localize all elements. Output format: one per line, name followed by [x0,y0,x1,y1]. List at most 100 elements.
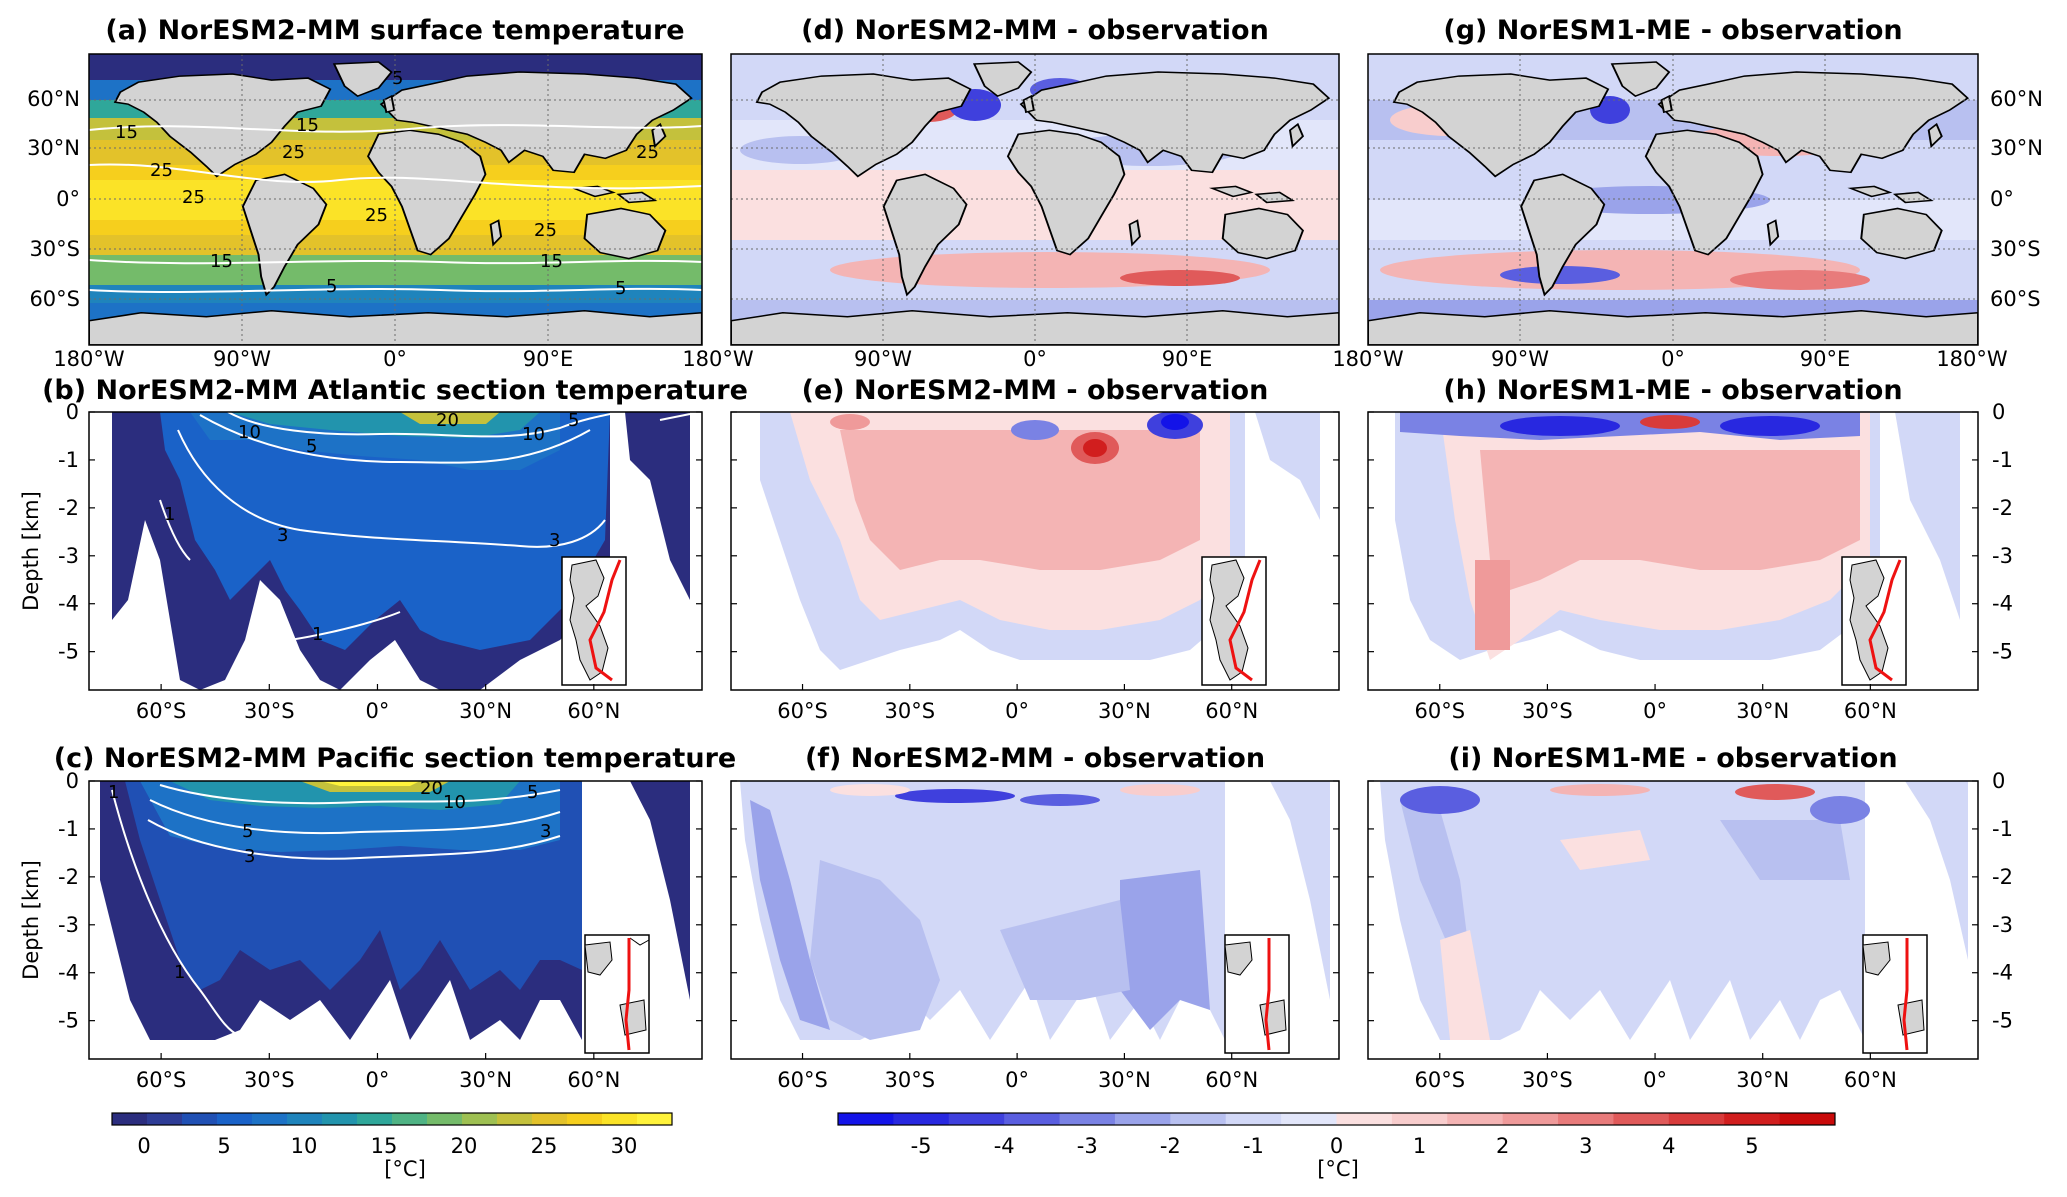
x-tick-label: 60°S [136,1068,187,1092]
contour-label: 10 [238,422,261,443]
x-tick-label: 60°N [1844,1068,1897,1092]
colorbar-swatch [838,1113,894,1125]
colorbar-swatch [1225,1113,1282,1125]
colorbar-tick-label: 4 [1662,1134,1675,1158]
map-x-tick: 180°W [1936,347,2008,371]
contour-label: 15 [115,122,138,143]
y-tick-label: -1 [1992,448,2013,472]
x-tick-label: 30°S [244,699,295,723]
colorbar-swatch [1447,1113,1504,1125]
contour-label: 5 [326,276,337,297]
colorbar-tick-label: 25 [531,1134,558,1158]
y-tick-label: -5 [1992,1009,2013,1033]
colorbar-tick-label: -3 [1077,1134,1098,1158]
x-tick-label: 30°N [1098,699,1151,723]
colorbar-frame [111,1112,673,1126]
pacific-inset-f [1224,934,1290,1054]
colorbar-swatch [1779,1113,1836,1125]
panel-b-title: (b) NorESM2-MM Atlantic section temperat… [42,375,748,406]
colorbar-tick-label: 30 [611,1134,638,1158]
atlantic-inset-e [1201,556,1267,686]
panel-h-section [1395,412,1960,660]
colorbar-swatch [392,1113,428,1125]
contour-label: 3 [277,525,288,546]
colorbar-swatch [1668,1113,1725,1125]
colorbar-abs-unit: [°C] [384,1157,426,1181]
contour-label: 25 [534,220,557,241]
contour-label: 25 [365,205,388,226]
colorbar-swatch [112,1113,148,1125]
colorbar-swatch [1059,1113,1116,1125]
colorbar-swatch [1170,1113,1227,1125]
contour-label: 25 [150,160,173,181]
colorbar-swatch [1558,1113,1614,1125]
colorbar-swatch [287,1113,323,1125]
y-tick-label: -4 [58,592,79,616]
section-axes: 60°S 30°S 0° 30°N 60°N 0 -1 -2 -3 -4 -5 Depth [km] 6… [19,400,2013,1092]
panel-c-title: (c) NorESM2-MM Pacific section temperatu… [54,743,736,774]
colorbar-swatch [1004,1113,1061,1125]
contour-label: 25 [282,142,305,163]
colorbar-swatch [427,1113,463,1125]
x-tick-label: 60°S [1414,1068,1465,1092]
map-y-ticks-right: 60°N 30°N 0° 30°S 60°S [1990,87,2043,311]
colorbar-swatch [532,1113,568,1125]
x-tick-label: 0° [1643,1068,1667,1092]
y-tick-label: -2 [1992,496,2013,520]
contour-label: 5 [242,821,253,842]
colorbar-diff-unit: [°C] [1317,1157,1359,1181]
atlantic-inset-b [561,556,627,686]
atlantic-inset-h [1841,556,1907,686]
x-tick-label: 60°S [777,1068,828,1092]
contour-label: 25 [636,142,659,163]
colorbar-swatch [1502,1113,1559,1125]
colorbar-swatch [1336,1113,1393,1125]
colorbar-swatch [602,1113,638,1125]
colorbar-tick-label: 1 [1413,1134,1426,1158]
y-tick-label: 0 [66,400,79,424]
x-tick-label: 30°N [459,1068,512,1092]
map-y-tick: 30°N [1990,136,2043,160]
y-tick-label: -4 [1992,592,2013,616]
y-tick-label: -3 [1992,544,2013,568]
colorbar-swatch [1391,1113,1448,1125]
contour-label: 3 [540,821,551,842]
y-tick-label: -1 [1992,817,2013,841]
map-y-ticks-left: 60°N 30°N 0° 30°S 60°S [27,87,80,311]
colorbar-swatch [182,1113,218,1125]
pacific-inset-i [1862,934,1928,1054]
y-tick-label: -3 [1992,913,2013,937]
map-x-tick: 90°W [854,347,912,371]
contour-label: 25 [182,187,205,208]
map-x-tick: 90°E [1800,347,1851,371]
contour-label: 20 [420,778,443,799]
contour-label: 1 [108,782,119,803]
map-x-ticks: 180°W 90°W 0° 90°E 180°W 90°W 0° 90°E 18… [53,347,2008,371]
panel-h-frame [1367,411,1979,691]
colorbar-tick-label: -1 [1243,1134,1264,1158]
panel-e-frame [730,411,1340,691]
y-axis-label: Depth [km] [19,491,43,611]
contour-label: 15 [540,251,563,272]
y-tick-label: -5 [58,640,79,664]
map-y-tick: 30°S [1990,237,2041,261]
map-gridlines [89,54,1978,345]
map-x-tick: 0° [383,347,407,371]
colorbar-swatch [637,1113,673,1125]
colorbar-swatch [948,1113,1005,1125]
y-axis-label: Depth [km] [19,860,43,980]
panel-e-section [760,412,1320,670]
contour-label: 1 [312,624,323,645]
y-tick-label: -4 [1992,961,2013,985]
y-tick-label: -5 [58,1009,79,1033]
map-y-tick: 60°S [1990,287,2041,311]
colorbar-tick-label: 10 [291,1134,318,1158]
y-tick-label: 0 [1992,400,2005,424]
colorbar-difference: -5 -4 -3 -2 -1 0 1 2 3 4 5 [837,1112,1836,1158]
map-x-tick: 180°W [1332,347,1404,371]
colorbar-frame [837,1112,1836,1126]
contour-label: 15 [296,115,319,136]
map-y-tick: 60°S [29,287,80,311]
panel-f-frame [730,780,1340,1060]
x-tick-label: 30°N [1736,699,1789,723]
